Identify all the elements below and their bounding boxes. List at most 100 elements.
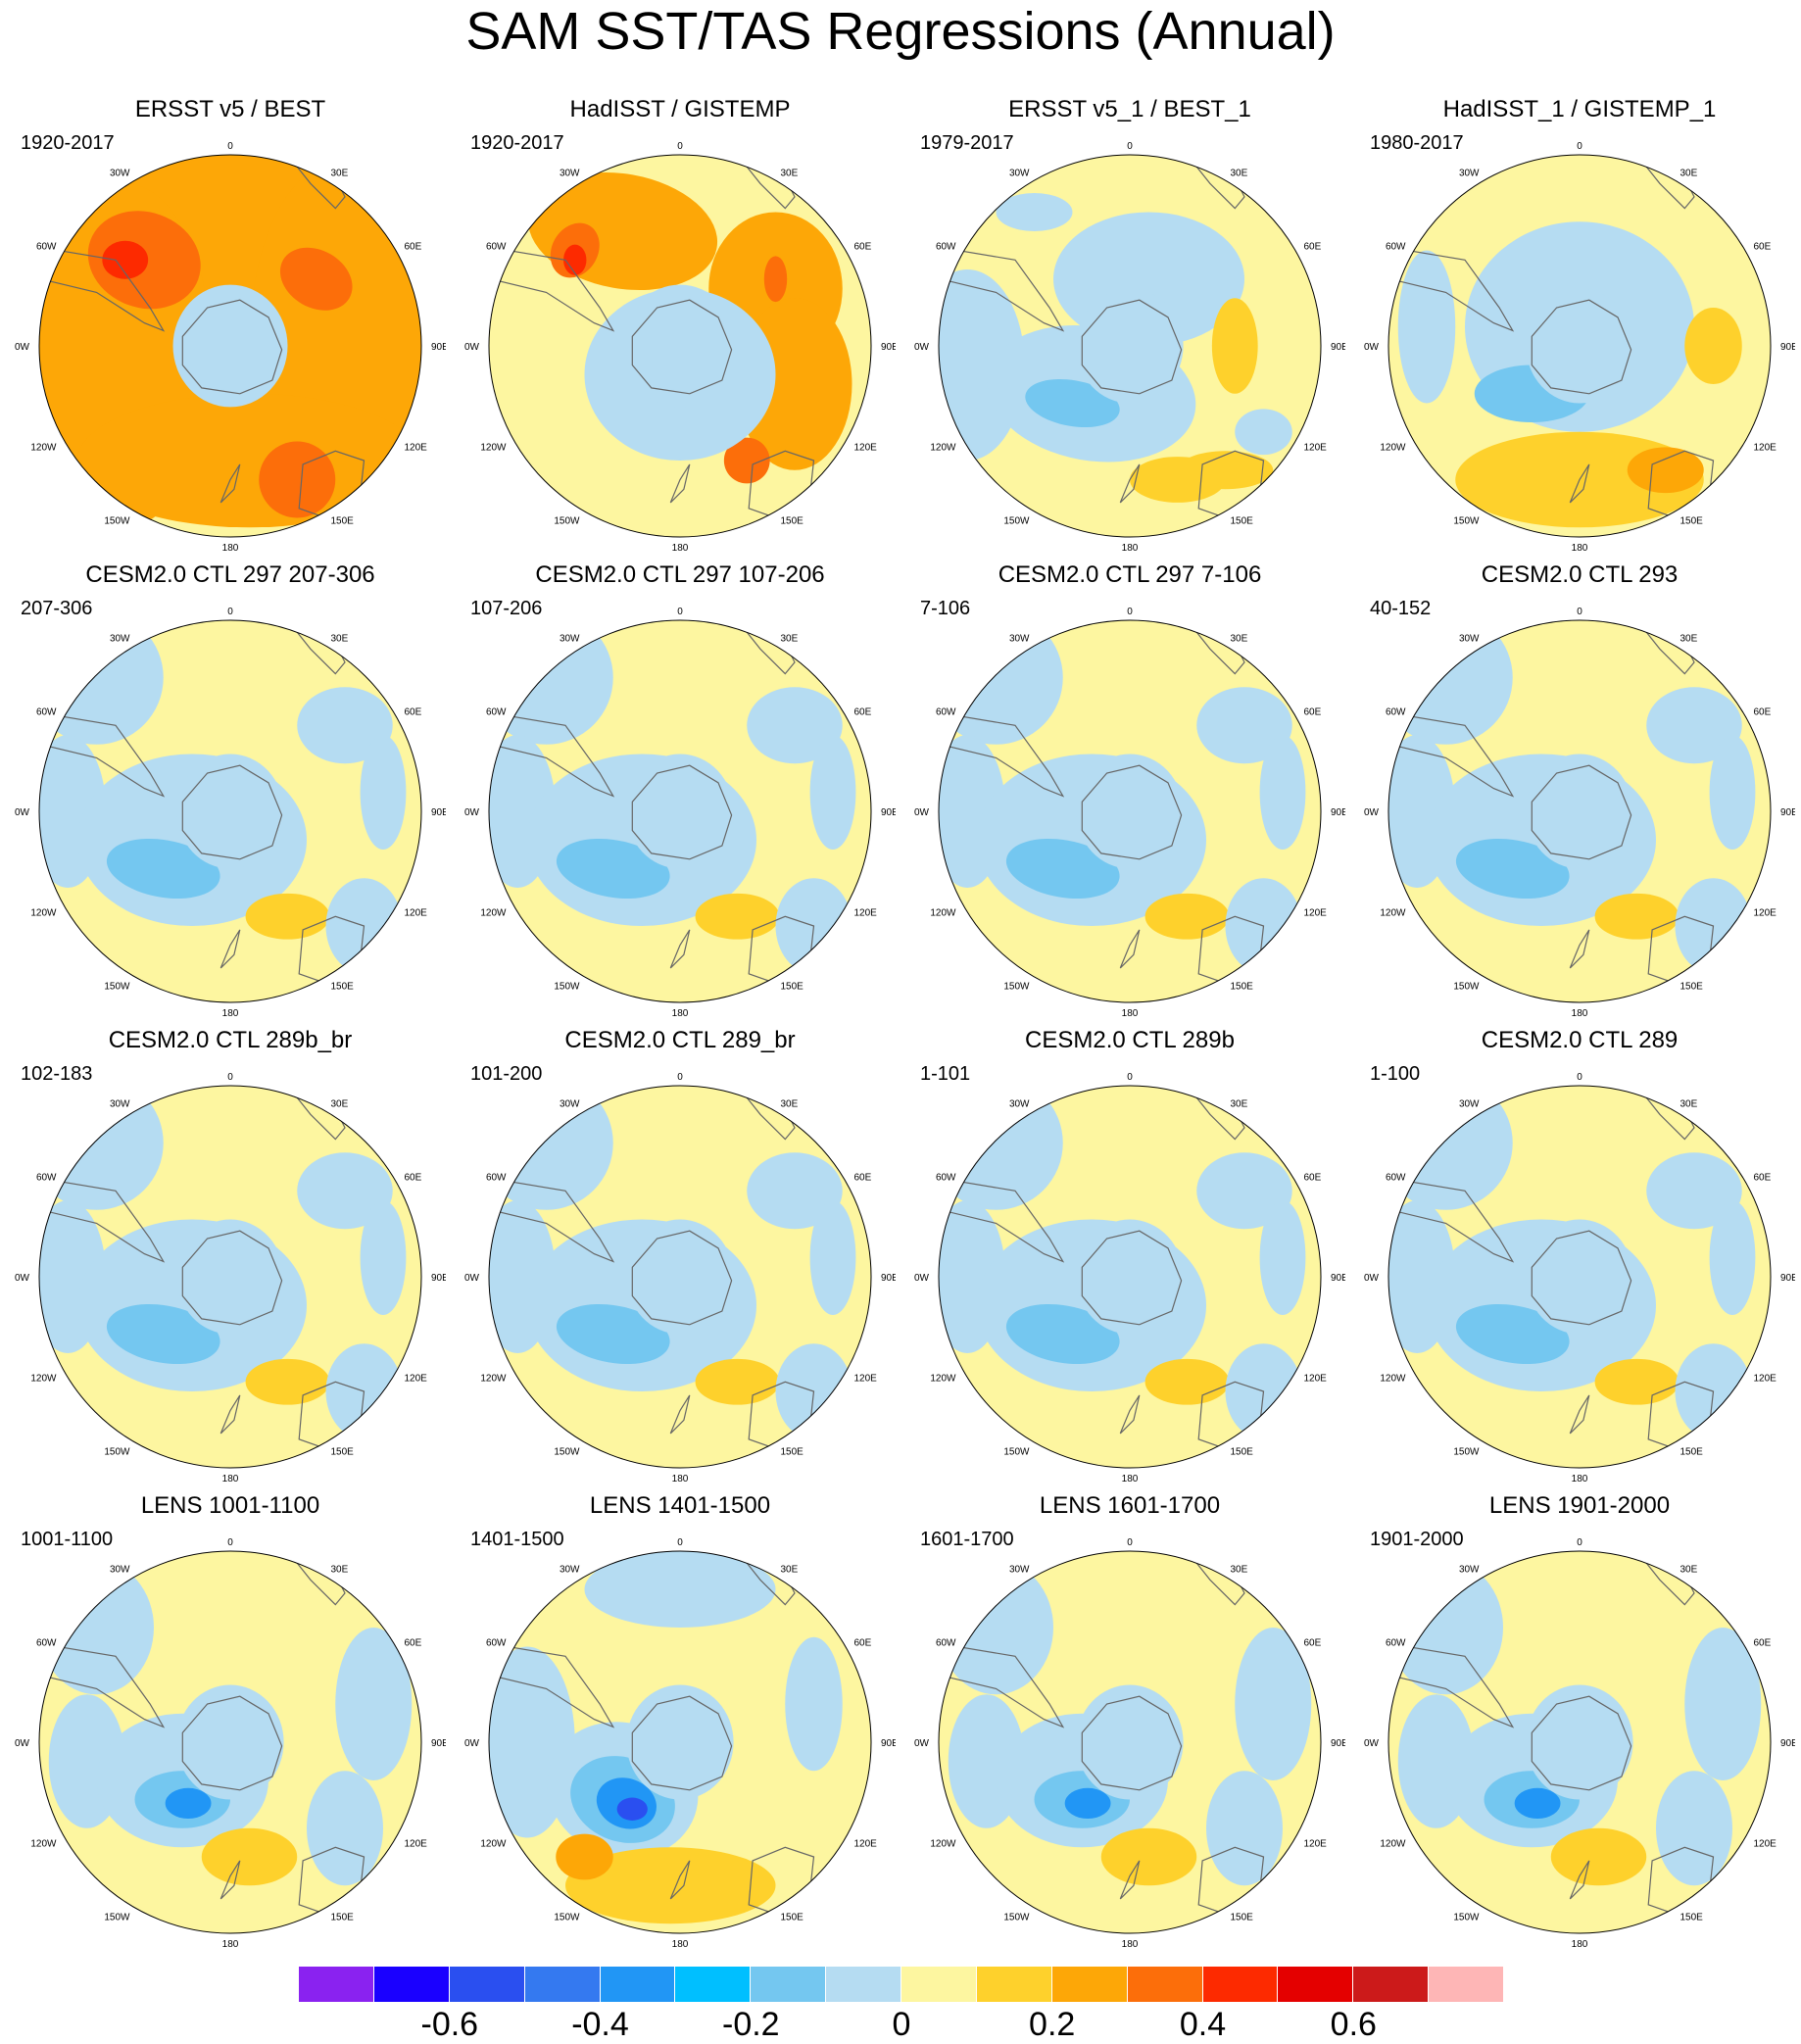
panel-title: HadISST_1 / GISTEMP_1 [1442,96,1717,122]
longitude-label: 150E [1231,982,1254,993]
longitude-label: 0 [1577,1537,1582,1548]
map-panel: LENS 1401-1500 0 30E 60E 90E 120E 150E 180 150W 1… [464,1492,896,1953]
longitude-label: 60W [936,707,956,718]
map-border [488,154,872,538]
contour-region [279,247,353,311]
longitude-label: 30E [781,1099,799,1110]
longitude-label: 60E [1304,1173,1322,1184]
longitude-label: 90W [464,342,480,353]
contour-region [335,1628,413,1780]
longitude-label: 60W [36,242,57,253]
contour-region [763,256,788,303]
map-border [938,154,1322,538]
colorbar-box [600,1967,676,2002]
contour-region [1684,1628,1762,1780]
coastline [1388,249,1515,332]
longitude-label: 150E [1231,516,1254,527]
contour-region [556,1303,670,1365]
panel-period: 1-100 [1370,1063,1421,1085]
longitude-label: 0 [227,1537,233,1548]
colorbar-box [373,1967,450,2002]
longitude-label: 0 [1127,141,1133,152]
longitude-label: 120W [1380,1374,1406,1385]
map-border [38,1550,422,1934]
contour-region [1005,838,1120,900]
polar-map: 0 30E 60E 90E 120E 150E 180 150W 120W 90W 60W 30W [15,141,446,554]
longitude-label: 90E [1780,342,1795,353]
contour-region [563,244,587,275]
longitude-label: 90E [431,1273,446,1284]
coastline [1569,1394,1590,1435]
longitude-label: 150W [104,982,130,993]
colorbar-box [299,1967,374,2002]
longitude-label: 30E [1231,1565,1248,1576]
longitude-label: 120W [930,1374,956,1385]
contour-region [809,735,856,850]
contour-region [489,1086,613,1210]
antarctica-outline [1531,299,1632,395]
contour-region [245,893,330,940]
longitude-label: 180 [1122,1008,1139,1019]
contour-region [1455,1303,1570,1365]
map-panel: HadISST / GISTEMP 0 30E 60E 90E 120E 150E 180 15… [464,96,896,557]
colorbar-box [1051,1967,1128,2002]
longitude-label: 120W [930,1839,956,1850]
longitude-label: 150E [1680,982,1704,993]
longitude-label: 120W [30,908,57,919]
contour-region [1550,1827,1647,1886]
longitude-label: 30E [1231,1099,1248,1110]
longitude-label: 180 [672,543,689,554]
longitude-label: 30E [1231,634,1248,645]
colorbar-tick-label: -0.6 [420,2006,479,2043]
contour-region [1656,1771,1732,1886]
contour-region [584,1551,776,1628]
longitude-label: 150E [1680,1447,1704,1458]
longitude-label: 180 [1122,1939,1139,1950]
longitude-label: 150E [331,1447,355,1458]
longitude-label: 90W [1364,807,1380,818]
longitude-label: 90W [1364,1273,1380,1284]
contour-region [245,1358,330,1405]
longitude-label: 120E [1304,443,1328,454]
longitude-label: 150E [1680,516,1704,527]
panel-title: CESM2.0 CTL 297 7-106 [998,561,1262,588]
longitude-label: 120W [1380,443,1406,454]
longitude-label: 180 [672,1474,689,1484]
longitude-label: 120W [1380,1839,1406,1850]
contour-region [297,1152,393,1230]
longitude-label: 30W [110,1565,130,1576]
longitude-label: 60W [936,1638,956,1649]
colorbar-box [524,1967,601,2002]
coastline [669,1394,691,1435]
map-border [488,1550,872,1934]
longitude-label: 90E [881,342,896,353]
longitude-label: 60E [1304,1638,1322,1649]
longitude-label: 150W [1453,982,1480,993]
longitude-label: 0 [1127,607,1133,617]
contour-region [1594,1358,1679,1405]
longitude-label: 30W [1009,1565,1030,1576]
longitude-label: 90E [431,807,446,818]
colorbar-box [1202,1967,1279,2002]
contour-region [1144,893,1230,940]
contour-region [39,1086,164,1210]
longitude-label: 120E [405,1839,428,1850]
panel-title: CESM2.0 CTL 289_br [564,1027,796,1053]
longitude-label: 60E [1304,707,1322,718]
coastline [669,1860,691,1900]
longitude-label: 150W [1453,1447,1480,1458]
longitude-label: 150W [104,516,130,527]
antarctica-outline [1531,1695,1632,1791]
longitude-label: 180 [222,543,239,554]
antarctica-outline [1081,299,1183,395]
longitude-label: 120E [405,908,428,919]
longitude-label: 30W [1459,1099,1480,1110]
contour-region [1514,1787,1561,1819]
coastline [219,929,241,969]
map-panel: CESM2.0 CTL 289b_br 0 30E 60E 90E 120E 150E 180… [15,1027,446,1487]
longitude-label: 0 [1577,607,1582,617]
longitude-label: 150E [1680,1913,1704,1923]
longitude-label: 90W [914,342,930,353]
panel-period: 40-152 [1370,598,1432,619]
contour-region [1100,1827,1197,1886]
